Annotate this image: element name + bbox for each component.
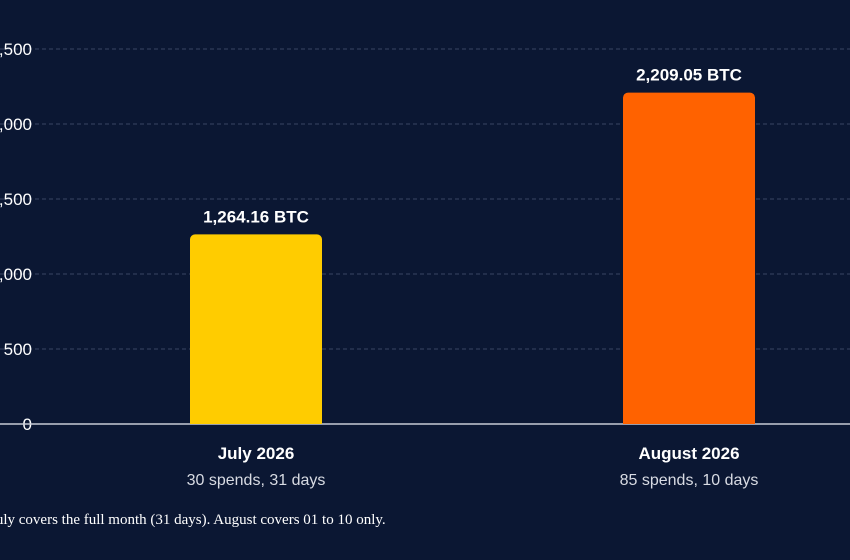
data-label: 1,264.16 BTC bbox=[203, 207, 309, 226]
y-tick-label: 500 bbox=[4, 340, 32, 359]
bar-base bbox=[190, 418, 322, 424]
y-tick-label: 2,500 bbox=[0, 40, 32, 59]
x-axis-labels: July 2026 30 spends, 31 days August 2026 85… bbox=[187, 444, 759, 489]
bars bbox=[190, 92, 755, 424]
data-labels: 1,264.16 BTC 2,209.05 BTC bbox=[203, 66, 742, 227]
y-tick-label: 1,000 bbox=[0, 265, 32, 284]
x-tick-sublabel: 30 spends, 31 days bbox=[187, 472, 326, 489]
x-tick-label: August 2026 bbox=[638, 444, 739, 463]
y-tick-label: 1,500 bbox=[0, 190, 32, 209]
bar-base bbox=[623, 418, 755, 424]
data-label: 2,209.05 BTC bbox=[636, 66, 742, 85]
y-tick-label: 2,000 bbox=[0, 115, 32, 134]
bar bbox=[623, 92, 755, 424]
x-tick-sublabel: 85 spends, 10 days bbox=[620, 472, 759, 489]
x-tick-label: July 2026 bbox=[218, 444, 295, 463]
footnote: July covers the full month (31 days). Au… bbox=[0, 512, 386, 528]
bar bbox=[190, 234, 322, 424]
